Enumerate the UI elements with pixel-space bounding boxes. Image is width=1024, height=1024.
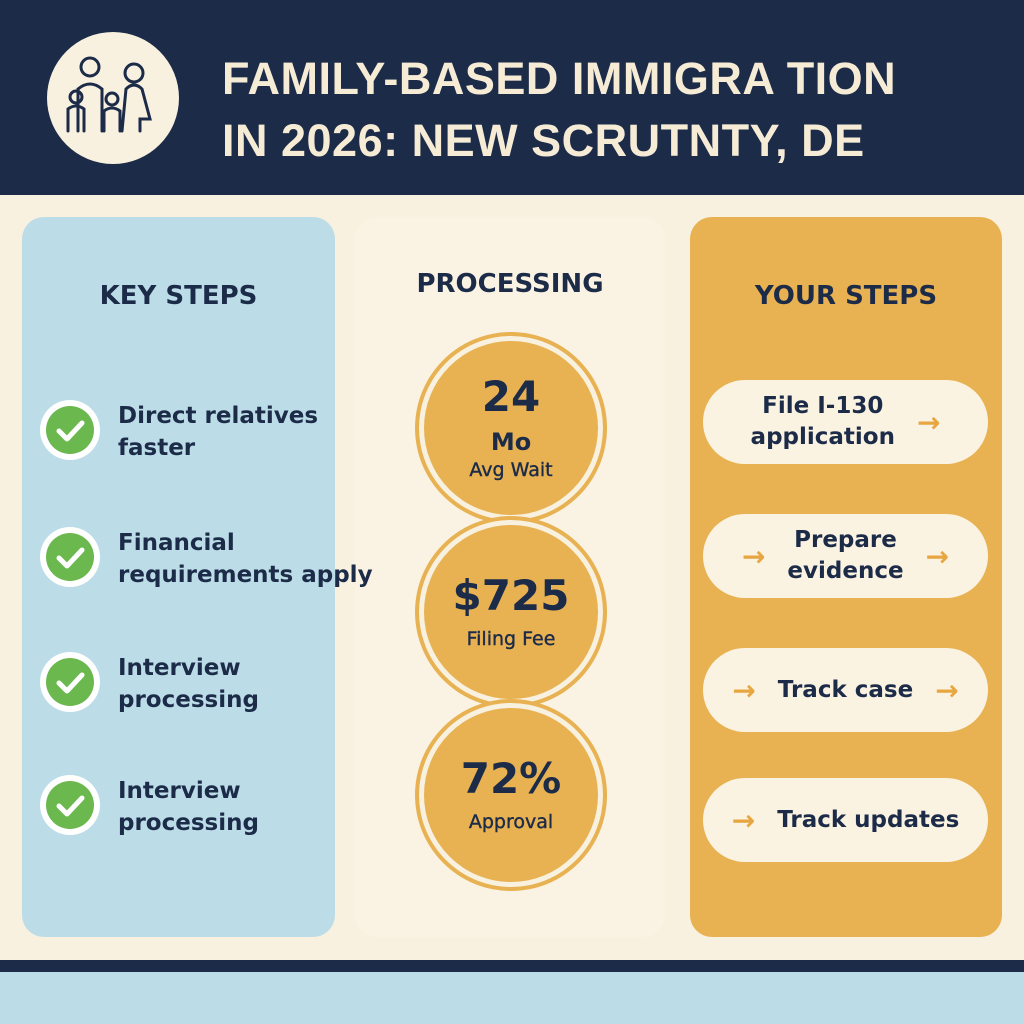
title-line: IN 2026: NEW SCRUTNTY, DE	[222, 115, 865, 166]
family-icon	[47, 32, 179, 164]
check-icon	[40, 775, 100, 835]
step-text: Track updates	[777, 805, 959, 836]
key-step: Direct relatives faster	[118, 400, 318, 464]
text-line: Avg Wait	[469, 459, 553, 481]
check-icon	[40, 652, 100, 712]
step-text: Track case	[778, 675, 913, 706]
text-line: $725	[452, 571, 570, 620]
text-line: Filing Fee	[466, 628, 556, 650]
check-icon	[40, 527, 100, 587]
step-pill: → Track updates	[703, 778, 988, 862]
title-line: FAMILY-BASED IMMIGRA TION	[222, 53, 897, 104]
key-step: Interview processing	[118, 775, 259, 839]
arrow: →	[935, 673, 959, 707]
step-pill: File I-130 application →	[703, 380, 988, 464]
text-line: Approval	[468, 811, 554, 833]
step-text: Prepare evidence	[787, 525, 903, 587]
footer-pattern	[0, 972, 1024, 1024]
step-pill: → Track case →	[703, 648, 988, 732]
panel-heading: KEY STEPS	[99, 281, 258, 311]
text-line: Track updates	[777, 806, 960, 833]
panel-heading: PROCESSING	[416, 269, 604, 299]
stat-circle: 72% Approval	[424, 708, 598, 882]
arrow: →	[732, 673, 756, 707]
text-line: application	[750, 424, 895, 450]
text-line: 72%	[460, 754, 562, 803]
text-line: Interview	[118, 655, 241, 681]
arrow: →	[741, 539, 766, 573]
text-line: 24	[481, 372, 541, 421]
check-icon	[40, 400, 100, 460]
footer-bar	[0, 960, 1024, 972]
text-line: requirements apply	[118, 562, 373, 588]
arrow: →	[925, 539, 950, 573]
step-pill: → Prepare evidence →	[703, 514, 988, 598]
stat-circle: 24 Mo Avg Wait	[424, 341, 598, 515]
text-line: Mo	[490, 428, 532, 456]
text-line: processing	[118, 810, 259, 836]
title: FAMILY-BASED IMMIGRA TION IN 2026: NEW S…	[222, 48, 896, 172]
arrow: →	[731, 803, 756, 837]
key-step: Interview processing	[118, 652, 259, 716]
text-line: Financial	[118, 530, 235, 556]
stat-circle: $725 Filing Fee	[424, 525, 598, 699]
text-line: processing	[118, 687, 259, 713]
text-line: evidence	[787, 558, 904, 584]
text-line: Track case	[777, 676, 914, 703]
text-line: faster	[118, 435, 196, 461]
text-line: Direct relatives	[118, 403, 319, 429]
step-text: File I-130 application	[751, 391, 895, 453]
arrow: →	[916, 405, 941, 439]
text-line: Interview	[118, 778, 241, 804]
text-line: File I-130	[762, 393, 884, 419]
key-step: Financial requirements apply	[118, 527, 373, 591]
panel-heading: YOUR STEPS	[754, 281, 938, 311]
text-line: Prepare	[794, 527, 897, 553]
